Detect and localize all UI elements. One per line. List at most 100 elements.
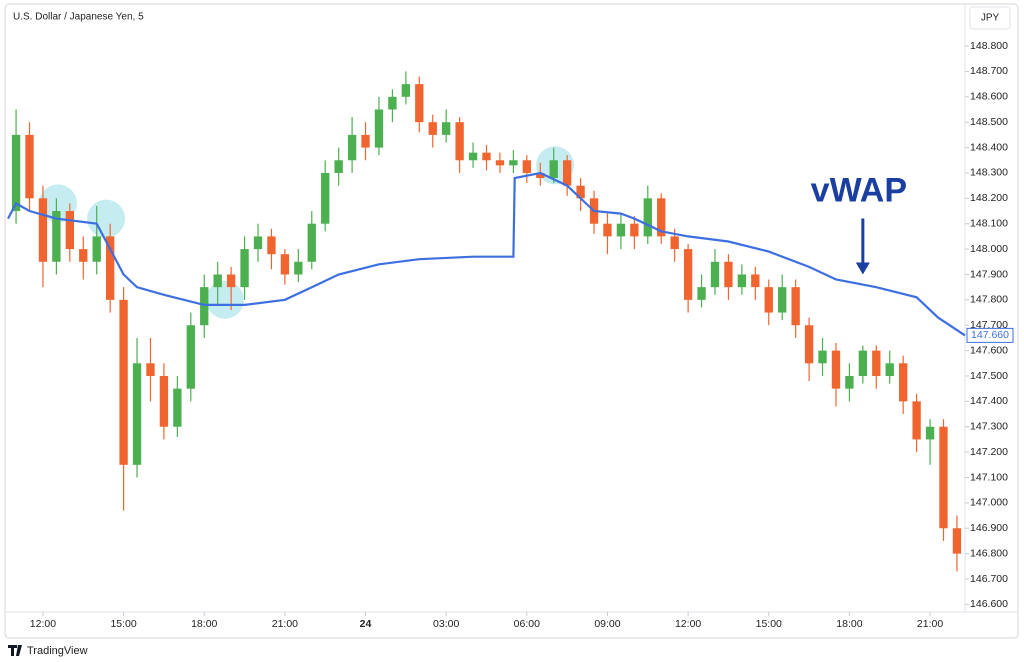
y-tick-label: 146.600 [970,598,1008,610]
x-tick-label: 15:00 [756,618,782,630]
candle-body [939,426,948,529]
candle-body [442,122,451,135]
candle-body [455,122,464,161]
candle-body [549,160,558,179]
candle-body [294,261,303,275]
x-tick-label: 21:00 [272,618,298,630]
y-tick-label: 148.200 [970,192,1008,204]
x-tick-label: 21:00 [917,618,943,630]
y-tick-label: 147.900 [970,268,1008,280]
candle-body [213,274,222,288]
y-tick-label: 147.300 [970,421,1008,433]
candle-body [657,198,666,237]
candle-body [522,160,531,173]
candle-body [401,84,411,97]
chart-title: U.S. Dollar / Japanese Yen, 5 [13,12,144,23]
candle-body [858,350,868,376]
candle-body [52,211,61,262]
candle-body [280,254,290,275]
y-tick-label: 148.800 [970,40,1008,52]
candle-body [374,109,384,148]
candle-body [751,274,760,288]
candle-body [307,223,316,262]
candle-body [925,426,935,440]
candle-body [536,172,545,179]
candle-body [132,363,142,465]
candle-body [683,249,693,300]
candle-body [885,363,894,376]
candle-body [899,363,908,402]
x-tick-label: 09:00 [594,618,620,630]
currency-button[interactable] [969,6,1011,30]
candle-body [818,350,827,364]
y-tick-label: 147.200 [970,446,1008,458]
candle-body [146,363,155,376]
candle-body [791,287,800,326]
x-tick-label: 06:00 [514,618,540,630]
y-tick-label: 148.600 [970,91,1008,103]
candle-body [603,223,612,237]
candle-body [105,236,115,300]
y-tick-label: 147.600 [970,344,1008,356]
candle-body [509,160,518,166]
price-label-box [966,327,1014,343]
candle-body [334,160,343,173]
candle-body [616,223,626,237]
candle-body [697,287,706,300]
y-tick-label: 148.300 [970,167,1008,179]
candle-body [643,198,652,237]
candle-body [226,274,236,288]
candle-body [912,401,921,440]
candle-body [38,198,48,262]
brand-name: TradingView [27,645,88,657]
candle-body [25,134,34,199]
candle-body [65,211,74,250]
candle-body [159,375,169,427]
x-tick-label: 18:00 [836,618,862,630]
currency-label: JPY [981,13,1000,24]
candle-body [630,223,639,237]
candle-body [670,236,679,250]
candle-body [186,325,195,389]
candle-body [831,350,841,389]
candle-body [845,375,854,389]
candle-body [173,388,182,427]
y-tick-label: 146.800 [970,547,1008,559]
y-tick-label: 148.100 [970,217,1008,229]
highlight-circle [87,199,126,238]
x-tick-label: 12:00 [675,618,701,630]
candle-body [11,134,21,212]
y-tick-label: 148.400 [970,141,1008,153]
candle-body [388,96,397,110]
annotation-arrowhead [855,262,870,275]
candle-body [267,236,276,255]
vwap-line [7,171,966,337]
candle-body [253,236,263,250]
candle-body [119,299,128,465]
candle-body [415,84,424,123]
candle-body [321,172,330,224]
x-tick-label: 03:00 [433,618,459,630]
candle-body [737,274,747,288]
candle-body [495,160,505,166]
y-tick-label: 146.700 [970,573,1008,585]
y-tick-label: 147.500 [970,370,1008,382]
candle-body [347,134,357,161]
highlight-circle [205,280,244,319]
y-tick-label: 147.000 [970,497,1008,509]
y-tick-label: 147.800 [970,294,1008,306]
candle-body [79,249,88,262]
annotation-text: vWAP [811,171,907,209]
candle-body [710,261,720,288]
candle-body [92,236,101,262]
price-label: 147.660 [971,329,1009,341]
candle-body [724,261,733,288]
candle-body [240,249,249,288]
x-tick-label: 12:00 [30,618,56,630]
x-tick-label: 24 [360,618,372,630]
candle-body [361,134,370,148]
x-tick-label: 15:00 [110,618,136,630]
candle-body [468,152,478,161]
y-tick-label: 148.700 [970,65,1008,77]
brand: TradingView [8,645,88,657]
